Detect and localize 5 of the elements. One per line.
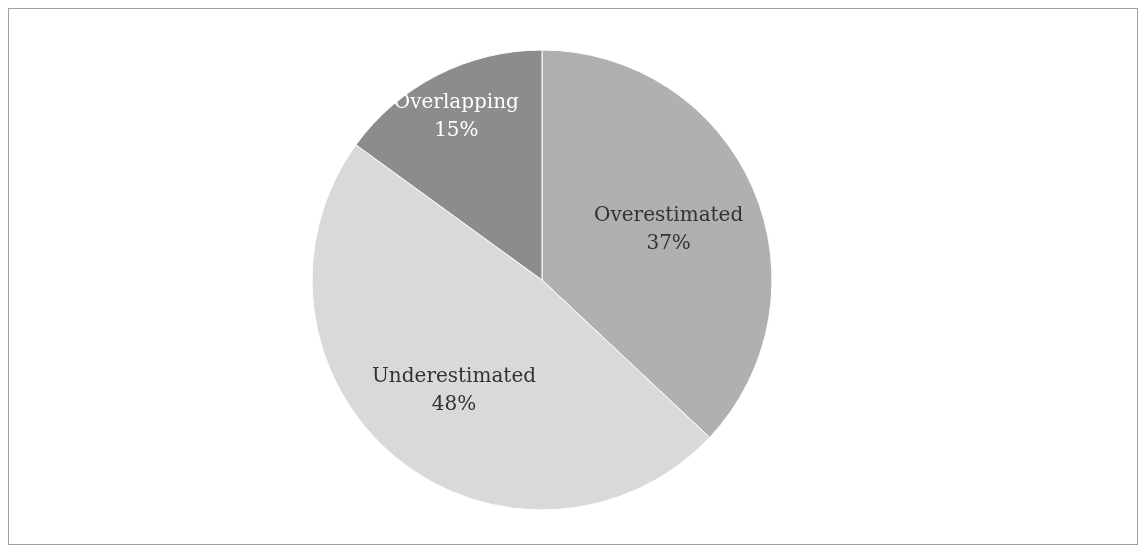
data-label: 37% bbox=[646, 230, 691, 255]
slice-label: Overestimated bbox=[594, 202, 744, 227]
data-label: 15% bbox=[434, 116, 479, 141]
slice-label: Underestimated bbox=[372, 363, 537, 388]
data-label: 48% bbox=[431, 391, 477, 416]
